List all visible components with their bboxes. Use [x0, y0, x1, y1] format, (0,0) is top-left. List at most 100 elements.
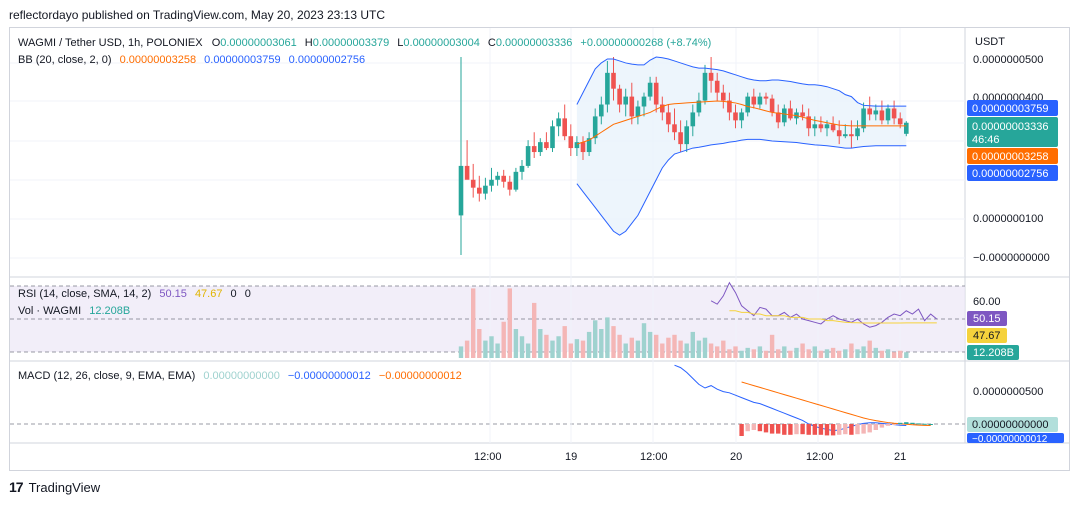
footer-brand[interactable]: 17 TradingView — [9, 479, 100, 495]
volume-bar — [574, 339, 580, 358]
volume-bar — [696, 340, 702, 358]
macd-hist-bar — [806, 424, 811, 435]
time-tick: 12:00 — [474, 451, 502, 463]
candle-body — [580, 142, 586, 153]
volume-bar — [635, 340, 641, 358]
legend-rsi-z1: 0 — [231, 288, 237, 300]
candle-body — [800, 112, 805, 117]
candle-body — [495, 175, 500, 180]
candle-body — [477, 187, 482, 194]
volume-bar — [562, 326, 567, 358]
time-tick: 12:00 — [806, 451, 834, 463]
volume-bar — [898, 350, 903, 358]
volume-bar — [861, 346, 866, 358]
candle-body — [788, 108, 793, 119]
macd-neg-label: −0.00000000012 — [972, 434, 1048, 445]
volume-bar — [660, 343, 665, 358]
chart-frame — [9, 27, 1070, 471]
volume-bar — [879, 350, 885, 358]
volume-bar — [489, 336, 494, 358]
legend-o-label: O — [212, 37, 221, 49]
volume-bar — [763, 350, 769, 358]
candle-body — [568, 136, 574, 149]
price-label-countdown: 46:46 — [972, 134, 1000, 146]
macd-hist-bar — [855, 424, 860, 435]
macd-hist-bar — [745, 424, 750, 432]
candle-body — [483, 185, 488, 194]
candle-body — [623, 96, 628, 105]
macd-hist-bar — [739, 424, 744, 436]
macd-hist-bar — [751, 424, 756, 430]
volume-bar — [690, 331, 695, 358]
volume-bar — [647, 331, 653, 358]
candle-body — [775, 112, 781, 123]
volume-bar — [586, 331, 592, 358]
volume-bar — [837, 350, 842, 358]
volume-bar — [824, 349, 830, 358]
candle-body — [513, 171, 519, 190]
volume-bar — [550, 340, 555, 358]
candle-body — [678, 132, 683, 145]
rsi-sma-line — [729, 310, 937, 324]
legend-bb-title: BB (20, close, 2, 0) — [18, 54, 112, 66]
rsi-line — [710, 281, 938, 328]
volume-bar — [708, 343, 714, 358]
macd-hist-bar — [849, 424, 854, 435]
legend-close: 0.00000003336 — [496, 37, 572, 49]
volume-bar — [751, 349, 756, 358]
volume-bar — [495, 343, 500, 358]
tradingview-logo-icon: 17 — [9, 479, 24, 495]
candle-body — [574, 142, 580, 149]
volume-bar — [782, 346, 787, 358]
candle-body — [727, 100, 732, 113]
candle-body — [879, 110, 885, 121]
volume-bar — [702, 337, 708, 358]
footer-brand-label: TradingView — [28, 479, 101, 495]
legend-bb: BB (20, close, 2, 0) 0.00000003258 0.000… — [18, 54, 365, 66]
macd-hist-bar — [861, 424, 866, 434]
volume-bar — [849, 343, 854, 358]
candle-body — [690, 112, 696, 127]
macd-zero-label-bg — [967, 417, 1058, 432]
rsi-sma-label-bg — [967, 328, 1007, 343]
candle-body — [897, 118, 903, 125]
legend-vol-title: Vol · WAGMI — [18, 305, 81, 317]
rsi-tick: 60.00 — [973, 296, 1001, 308]
candle-body — [525, 146, 531, 166]
candle-body — [867, 108, 872, 115]
candle-body — [812, 124, 818, 129]
volume-bar — [513, 329, 519, 358]
legend-macd-title: MACD (12, 26, close, 9, EMA, EMA) — [18, 370, 195, 382]
volume-bar — [873, 347, 878, 358]
candle-body — [635, 106, 641, 117]
candle-body — [708, 72, 714, 81]
candle-body — [647, 82, 653, 97]
volume-bar — [580, 340, 586, 358]
candle-body — [763, 96, 769, 99]
candle-body — [830, 124, 836, 131]
legend-rsi-title: RSI (14, close, SMA, 14, 2) — [18, 288, 151, 300]
volume-bar — [855, 349, 860, 358]
candle-body — [904, 122, 909, 134]
macd-hist-bar — [904, 422, 909, 424]
price-label-upper: 0.00000003759 — [972, 103, 1048, 115]
volume-bar — [776, 349, 781, 358]
legend-low: 0.00000003004 — [403, 37, 479, 49]
legend-bb-basis: 0.00000003258 — [120, 54, 196, 66]
volume-bar — [599, 329, 604, 358]
legend-macd: MACD (12, 26, close, 9, EMA, EMA) 0.0000… — [18, 370, 462, 382]
candle-body — [843, 134, 848, 137]
candle-body — [489, 179, 494, 186]
volume-bar — [593, 320, 598, 358]
price-label-lower-bg — [967, 165, 1058, 181]
price-label-close: 0.00000003336 — [972, 121, 1048, 133]
candle-body — [696, 100, 702, 113]
legend-bb-lower: 0.00000002756 — [289, 54, 365, 66]
volume-bar — [519, 336, 525, 358]
volume-bar — [611, 326, 616, 358]
candle-body — [745, 96, 750, 113]
candle-body — [470, 179, 476, 188]
volume-bar — [794, 347, 799, 358]
candle-body — [769, 98, 775, 113]
